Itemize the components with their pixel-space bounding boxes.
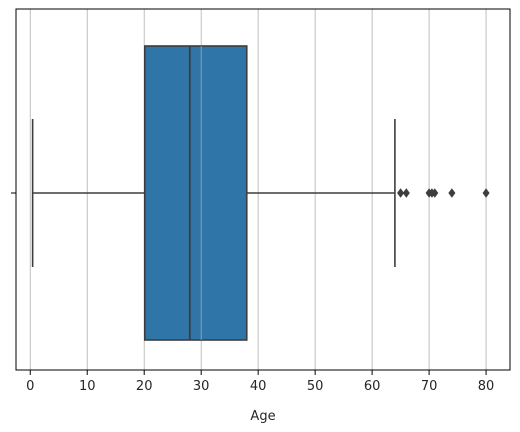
x-tick-label: 40 (250, 379, 267, 394)
outlier-point (431, 188, 439, 198)
x-tick-label: 30 (193, 379, 210, 394)
x-axis-label: Age (250, 409, 275, 424)
x-axis-ticks: 0 10 20 30 40 50 60 70 80 (26, 370, 494, 394)
x-tick-label: 70 (421, 379, 438, 394)
x-tick-label: 10 (79, 379, 96, 394)
outlier-point (402, 188, 410, 198)
iqr-box (143, 45, 248, 341)
x-tick-label: 60 (364, 379, 381, 394)
x-tick-label: 80 (478, 379, 495, 394)
outlier-point (482, 188, 490, 198)
x-tick-label: 50 (307, 379, 324, 394)
axes-frame (15, 8, 511, 371)
x-tick-label: 20 (136, 379, 153, 394)
plot-area (31, 45, 490, 341)
x-tick-label: 0 (26, 379, 34, 394)
outlier-point (397, 188, 405, 198)
outlier-point (448, 188, 456, 198)
